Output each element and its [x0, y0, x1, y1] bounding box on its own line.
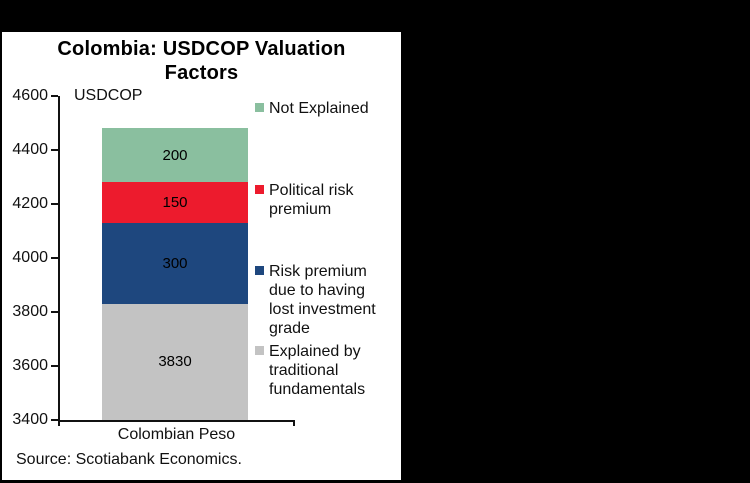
- x-axis-category-label: Colombian Peso: [117, 426, 236, 443]
- y-tick-label-4200: 4200: [12, 195, 48, 212]
- right-black-region: [401, 32, 750, 483]
- bar-segment-3: 200: [102, 128, 248, 183]
- y-tick-mark-4400: [51, 149, 58, 151]
- legend-label-risk-premium-investment-grade: Risk premium due to having lost investme…: [269, 263, 376, 337]
- y-axis-unit-label: USDCOP: [74, 87, 143, 104]
- x-axis-end-tick: [293, 420, 295, 426]
- legend-swatch-risk-premium-investment-grade: [255, 266, 264, 275]
- y-axis-line: [58, 96, 60, 426]
- y-tick-mark-3800: [51, 311, 58, 313]
- x-axis-line: [58, 420, 295, 422]
- bar-segment-value-1: 300: [162, 254, 188, 272]
- legend-item-explained-by-fundamentals: Explained by traditional fundamentals: [255, 342, 365, 399]
- y-tick-mark-3600: [51, 365, 58, 367]
- y-tick-label-3400: 3400: [12, 411, 48, 428]
- y-tick-mark-4000: [51, 257, 58, 259]
- legend-swatch-explained-by-fundamentals: [255, 346, 264, 355]
- bar-segment-value-2: 150: [162, 194, 188, 212]
- bar-segment-1: 300: [102, 222, 248, 304]
- legend-item-political-risk-premium: Political risk premium: [255, 181, 353, 219]
- y-tick-label-3600: 3600: [12, 357, 48, 374]
- legend-item-risk-premium-investment-grade: Risk premium due to having lost investme…: [255, 262, 376, 338]
- bar-segment-value-3: 200: [162, 146, 188, 164]
- legend-swatch-political-risk-premium: [255, 185, 264, 194]
- top-black-bar: [0, 0, 750, 32]
- bar-segment-value-0: 3830: [158, 353, 192, 371]
- source-note: Source: Scotiabank Economics.: [16, 451, 242, 468]
- y-tick-label-4600: 4600: [12, 87, 48, 104]
- bar-segment-0: 3830: [102, 303, 248, 420]
- chart-title: Colombia: USDCOP Valuation Factors: [57, 38, 346, 84]
- bar-segment-2: 150: [102, 182, 248, 223]
- bottom-black-bar: [0, 480, 401, 483]
- legend-label-explained-by-fundamentals: Explained by traditional fundamentals: [269, 343, 366, 398]
- y-tick-label-4400: 4400: [12, 141, 48, 158]
- legend-swatch-not-explained: [255, 103, 264, 112]
- chart-panel: Colombia: USDCOP Valuation Factors USDCO…: [0, 32, 401, 480]
- legend-item-not-explained: Not Explained: [255, 99, 369, 118]
- bar-stack: 3830 300 150 200: [102, 96, 248, 420]
- legend-label-political-risk-premium: Political risk premium: [269, 182, 354, 218]
- y-tick-mark-3400: [51, 419, 58, 421]
- legend-label-not-explained: Not Explained: [269, 100, 369, 117]
- y-tick-mark-4200: [51, 203, 58, 205]
- y-tick-label-4000: 4000: [12, 249, 48, 266]
- y-tick-label-3800: 3800: [12, 303, 48, 320]
- y-tick-mark-4600: [51, 95, 58, 97]
